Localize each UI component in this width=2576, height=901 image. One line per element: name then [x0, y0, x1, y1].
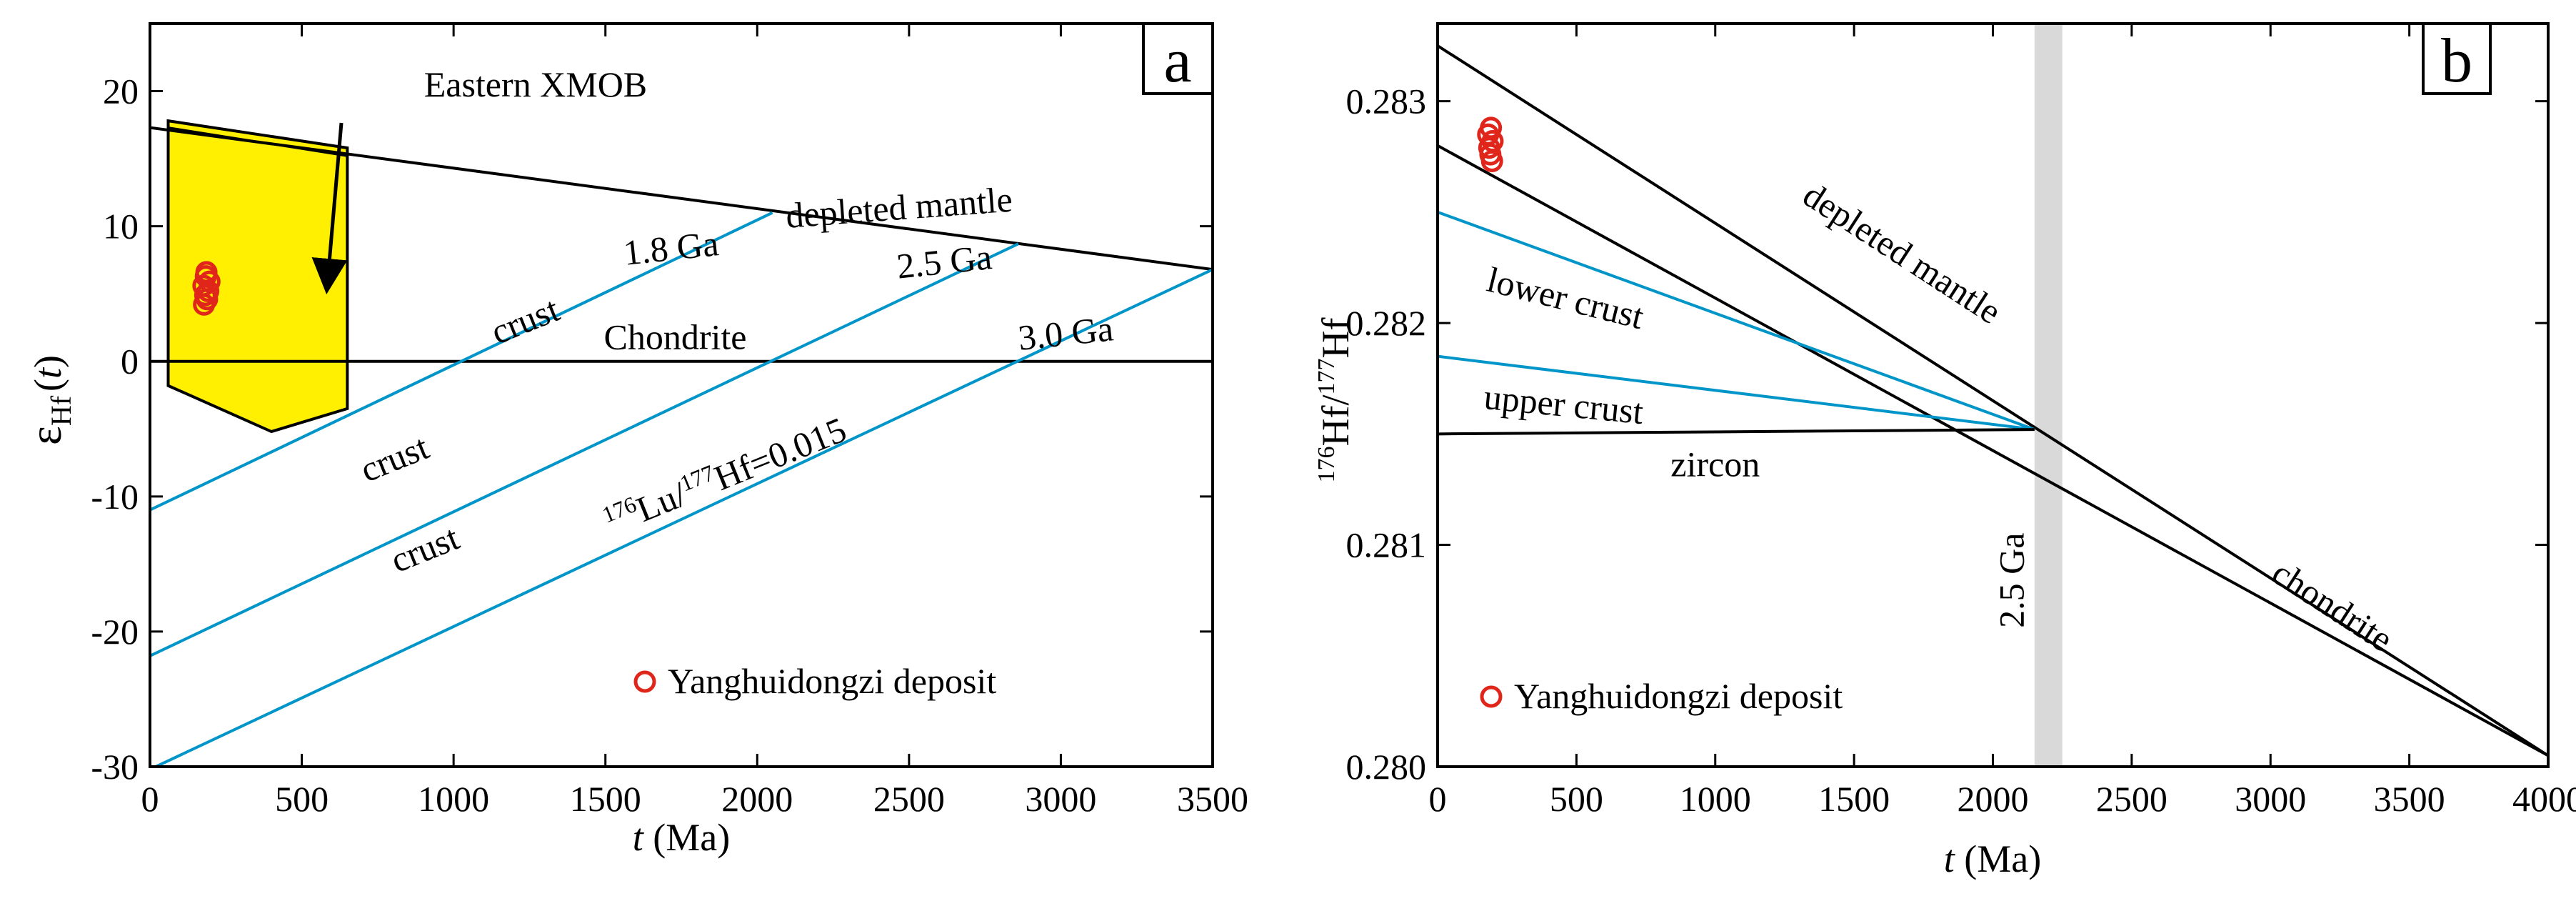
field-arrow — [311, 122, 348, 294]
x-tick-label: 2000 — [1958, 779, 2029, 819]
annotation-chondrite: Chondrite — [604, 317, 747, 357]
y-tick-label: 0 — [121, 342, 139, 382]
panel-b-y-axis-label: 176Hf/177Hf — [1313, 318, 1357, 483]
series-chondrite — [1438, 144, 2548, 757]
panel-b: 0 500 1000 1500 2000 2500 3000 3500 4000 0.280 0.2… — [1313, 22, 2576, 880]
panel-a-label: a — [1163, 26, 1191, 96]
x-tick-label: 0 — [1429, 779, 1447, 819]
panel-a-label-box — [1142, 22, 1214, 95]
legend-marker-a — [633, 670, 656, 693]
data-point-8 — [193, 293, 216, 316]
annotation-crust3: crust — [385, 517, 464, 580]
series-crust-1-8-ga — [150, 211, 773, 512]
legend-label-b: Yanghuidongzi deposit — [1514, 676, 1843, 716]
panel-b-data-points — [1477, 116, 1504, 172]
annotation-lu: 176Lu/177Hf=0.015 — [598, 408, 851, 542]
x-tick-label: 1500 — [570, 779, 641, 819]
x-tick-label: 1500 — [1818, 779, 1890, 819]
legend-label-a: Yanghuidongzi deposit — [668, 661, 996, 701]
panel-a-curves — [150, 126, 1213, 767]
x-tick-label: 4000 — [2512, 779, 2576, 819]
panel-b-label: b — [2441, 26, 2472, 96]
annotation-c30: 3.0 Ga — [1016, 308, 1115, 358]
annotation-lower: lower crust — [1483, 259, 1648, 337]
panel-a-annotations: Eastern XMOB depleted mantle Chondrite 1.8 … — [355, 64, 1116, 580]
panel-a: 0 500 1000 1500 2000 2500 3000 3500 -30 -20 -10 0 10… — [20, 22, 1248, 859]
y-tick-label: -10 — [91, 477, 139, 517]
annotation-crust2: crust — [355, 427, 434, 489]
series-depleted-mantle — [150, 126, 1213, 272]
x-tick-label: 0 — [141, 779, 159, 819]
x-tick-label: 1000 — [418, 779, 489, 819]
x-tick-label: 1000 — [1680, 779, 1751, 819]
annotation-upper: upper crust — [1483, 377, 1645, 432]
panel-a-frame — [149, 22, 1214, 768]
x-tick-label: 3500 — [1177, 779, 1248, 819]
field-polygon — [166, 119, 349, 434]
annotation-dm: depleted mantle — [784, 179, 1013, 236]
series-depleted-mantle — [1438, 44, 2548, 757]
y-tick-label: 0.282 — [1346, 303, 1427, 343]
y-tick-label: 0.283 — [1346, 81, 1427, 121]
annotation-ga: 2.5 Ga — [1991, 533, 2031, 628]
band-rect — [2034, 24, 2063, 767]
series-upper-crust — [1438, 354, 2035, 432]
panel-a-x-axis-label: t (Ma) — [633, 816, 730, 859]
data-point-6 — [1480, 149, 1503, 172]
y-tick-label: 0.280 — [1346, 747, 1427, 787]
data-point-5 — [197, 279, 220, 302]
y-tick-label: -30 — [91, 747, 139, 787]
x-tick-label: 2500 — [2096, 779, 2167, 819]
y-tick-label: 0.281 — [1346, 525, 1427, 565]
panel-b-x-axis-label: t (Ma) — [1944, 837, 2041, 880]
y-tick-label: 20 — [103, 71, 139, 111]
x-tick-label: 500 — [275, 779, 329, 819]
panel-a-data-points — [192, 261, 221, 316]
y-tick-label: -20 — [91, 612, 139, 652]
annotation-zircon: zircon — [1670, 444, 1760, 484]
panel-b-curves — [1438, 44, 2548, 757]
series-crust-2-5-ga — [150, 242, 1019, 657]
x-tick-label: 500 — [1550, 779, 1603, 819]
panel-a-y-axis-label: εHf(t) — [20, 355, 77, 445]
x-tick-label: 3000 — [1025, 779, 1096, 819]
y-tick-label: 10 — [103, 206, 139, 247]
annotation-field: Eastern XMOB — [424, 64, 647, 104]
panel-b-label-box — [2422, 22, 2492, 95]
x-tick-label: 3500 — [2374, 779, 2445, 819]
legend-marker-b — [1480, 685, 1503, 708]
x-tick-label: 2500 — [873, 779, 945, 819]
annotation-dm: depleted mantle — [1796, 174, 2008, 332]
series-zircon — [1438, 428, 2035, 436]
annotation-chondrite: chondrite — [2265, 552, 2400, 659]
x-tick-label: 2000 — [721, 779, 793, 819]
annotation-c18: 1.8 Ga — [621, 223, 720, 273]
annotation-crust1: crust — [486, 289, 565, 352]
series-lower-crust — [1438, 211, 2035, 431]
x-tick-label: 3000 — [2235, 779, 2306, 819]
series-crust-3-0-ga — [152, 268, 1213, 767]
time-band-2-5-ga — [2034, 24, 2063, 767]
annotation-c25: 2.5 Ga — [895, 237, 993, 287]
panel-b-ticks: 0 500 1000 1500 2000 2500 3000 3500 4000 0.280 0.2… — [1346, 24, 2576, 819]
panel-a-ticks: 0 500 1000 1500 2000 2500 3000 3500 -30 -20 -10 0 10… — [91, 24, 1248, 819]
